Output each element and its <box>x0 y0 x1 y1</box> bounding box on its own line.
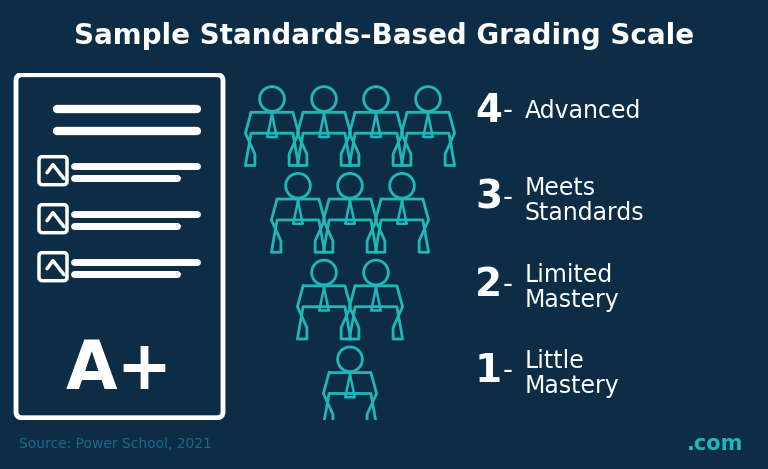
Text: Research: Research <box>584 434 692 454</box>
Text: 4: 4 <box>475 92 502 130</box>
Text: Advanced: Advanced <box>525 99 641 123</box>
Text: Limited: Limited <box>525 263 614 287</box>
Text: 2: 2 <box>475 265 502 303</box>
Text: A+: A+ <box>66 337 174 403</box>
Text: 1: 1 <box>475 352 502 390</box>
Text: Meets: Meets <box>525 176 596 200</box>
Text: -: - <box>503 357 522 386</box>
Text: .com: .com <box>687 434 743 454</box>
Text: Little: Little <box>525 349 584 373</box>
Text: Mastery: Mastery <box>525 374 620 398</box>
Text: Sample Standards-Based Grading Scale: Sample Standards-Based Grading Scale <box>74 23 694 50</box>
Text: Source: Power School, 2021: Source: Power School, 2021 <box>19 438 212 451</box>
Text: -: - <box>503 184 522 212</box>
Text: -: - <box>503 97 522 125</box>
Text: Mastery: Mastery <box>525 287 620 311</box>
Text: Standards: Standards <box>525 201 644 225</box>
Text: 3: 3 <box>475 179 502 217</box>
Text: -: - <box>503 271 522 299</box>
